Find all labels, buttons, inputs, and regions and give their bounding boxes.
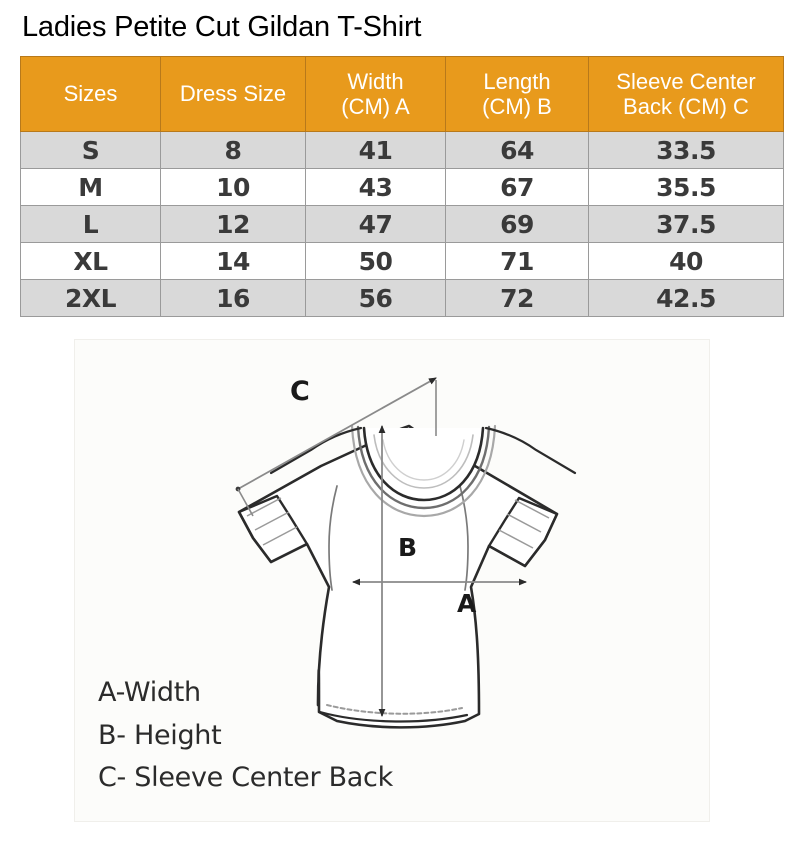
cell-size: 2XL — [20, 279, 161, 317]
legend-item-a: A-Width — [98, 677, 201, 708]
measurement-b-group: B — [378, 425, 417, 717]
cell-dress-size: 12 — [160, 205, 306, 243]
column-header-sleeve-center-back-cm-c: Sleeve Center Back (CM) C — [588, 56, 784, 132]
column-header-width-line1: Width — [347, 68, 404, 94]
page-title: Ladies Petite Cut Gildan T-Shirt — [22, 11, 422, 43]
cell-size: L — [20, 205, 161, 243]
cell-length-cm: 71 — [445, 242, 589, 280]
tshirt-left-sleeve-cuff — [237, 494, 309, 564]
size-chart-table: Sizes Dress Size Width (CM) A Length (CM… — [20, 56, 784, 317]
legend-item-b: B- Height — [98, 719, 222, 751]
cell-size: S — [20, 131, 161, 169]
column-header-width-line2: (CM) A — [341, 94, 410, 119]
table-header-row: Sizes Dress Size Width (CM) A Length (CM… — [20, 56, 784, 132]
measurement-c-label: C — [290, 376, 310, 407]
tshirt-left-side-seam — [328, 485, 338, 591]
tshirt-right-sleeve-cuff — [487, 496, 559, 568]
table-row: M 10 43 67 35.5 — [20, 168, 784, 206]
cell-size: M — [20, 168, 161, 206]
measurement-legend: A-Width B- Height C- Sleeve Center Back — [98, 672, 518, 800]
table-row: XL 14 50 71 40 — [20, 242, 784, 280]
cell-dress-size: 14 — [160, 242, 306, 280]
cell-sleeve-center-back-cm: 35.5 — [588, 168, 784, 206]
measurement-c-line — [235, 377, 437, 492]
measurement-a-group: A — [352, 578, 527, 618]
cell-sleeve-center-back-cm: 42.5 — [588, 279, 784, 317]
column-header-sleeve-line2: Back (CM) C — [623, 94, 749, 119]
tshirt-hem-stitch — [326, 704, 463, 715]
cell-dress-size: 8 — [160, 131, 306, 169]
measurement-b-label: B — [398, 533, 417, 562]
column-header-length-cm-b: Length (CM) B — [445, 56, 589, 132]
table-header: Sizes Dress Size Width (CM) A Length (CM… — [20, 56, 784, 132]
cell-width-cm: 50 — [305, 242, 446, 280]
cell-dress-size: 16 — [160, 279, 306, 317]
size-chart-table-container: Sizes Dress Size Width (CM) A Length (CM… — [20, 56, 784, 317]
cell-length-cm: 67 — [445, 168, 589, 206]
cell-length-cm: 69 — [445, 205, 589, 243]
table-body: S 8 41 64 33.5 M 10 43 67 35.5 L 12 47 6… — [20, 131, 784, 317]
column-header-sizes: Sizes — [20, 56, 161, 132]
tshirt-measurement-diagram-panel: C B A — [74, 339, 710, 822]
column-header-sizes-line1: Sizes — [63, 81, 118, 107]
column-header-length-line1: Length — [483, 68, 551, 94]
tshirt-hem-line — [318, 710, 469, 723]
cell-size: XL — [20, 242, 161, 280]
measurement-c-group: C — [235, 376, 437, 517]
legend-item-c: C- Sleeve Center Back — [98, 762, 393, 794]
cell-length-cm: 72 — [445, 279, 589, 317]
tshirt-diagram-svg: C B A — [235, 376, 577, 729]
table-row: 2XL 16 56 72 42.5 — [20, 279, 784, 317]
column-header-dress-size-line1: Dress Size — [179, 81, 287, 107]
column-header-sleeve-line1: Sleeve Center — [616, 68, 756, 94]
cell-length-cm: 64 — [445, 131, 589, 169]
column-header-dress-size: Dress Size — [160, 56, 306, 132]
measurement-c-leg-left — [237, 488, 254, 517]
table-row: S 8 41 64 33.5 — [20, 131, 784, 169]
cell-width-cm: 56 — [305, 279, 446, 317]
cell-sleeve-center-back-cm: 40 — [588, 242, 784, 280]
cell-sleeve-center-back-cm: 37.5 — [588, 205, 784, 243]
column-header-width-cm-a: Width (CM) A — [305, 56, 446, 132]
tshirt-right-shoulder-line — [484, 426, 577, 475]
column-header-length-line2: (CM) B — [482, 94, 552, 119]
table-row: L 12 47 69 37.5 — [20, 205, 784, 243]
cell-width-cm: 41 — [305, 131, 446, 169]
cell-dress-size: 10 — [160, 168, 306, 206]
cell-width-cm: 43 — [305, 168, 446, 206]
cell-sleeve-center-back-cm: 33.5 — [588, 131, 784, 169]
tshirt-outline-group — [237, 424, 577, 729]
measurement-a-label: A — [457, 589, 477, 618]
cell-width-cm: 47 — [305, 205, 446, 243]
